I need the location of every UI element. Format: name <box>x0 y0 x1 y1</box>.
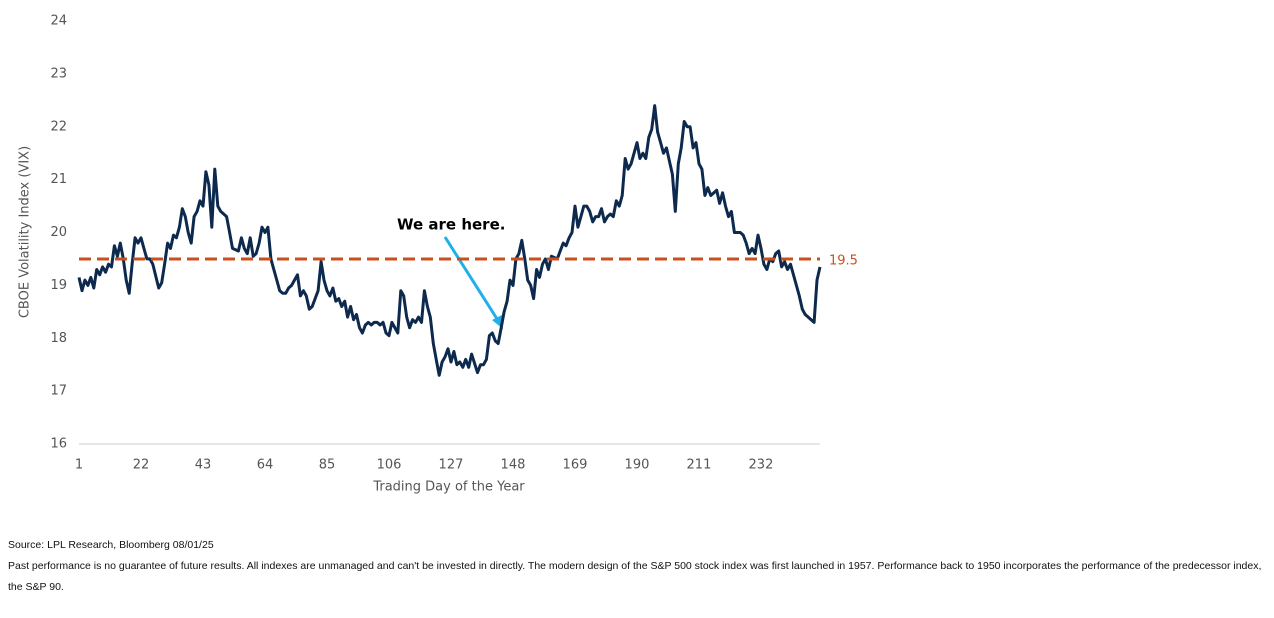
y-tick-label: 24 <box>50 14 67 29</box>
x-tick-label: 190 <box>625 458 650 473</box>
notes: Source: LPL Research, Bloomberg 08/01/25… <box>8 535 1266 598</box>
source: Source: LPL Research, Bloomberg 08/01/25 <box>8 539 214 551</box>
vix-line <box>77 104 822 377</box>
x-tick-label: 22 <box>133 458 150 473</box>
y-tick-label: 22 <box>50 119 67 134</box>
x-tick-label: 211 <box>687 458 712 473</box>
x-tick-label: 1 <box>75 458 83 473</box>
y-tick-label: 23 <box>50 66 67 81</box>
x-tick-label: 232 <box>749 458 774 473</box>
y-tick-label: 18 <box>50 331 67 346</box>
annotation-arrow <box>443 236 501 323</box>
x-axis-title: Trading Day of the Year <box>372 480 525 495</box>
x-tick-label: 43 <box>195 458 212 473</box>
x-tick-label: 169 <box>563 458 588 473</box>
annotation: We are here. <box>397 216 505 234</box>
x-tick-label: 127 <box>439 458 464 473</box>
chart: CBOE Volatility Index (VIX) Trading Day … <box>18 14 858 495</box>
disclaimer: Past performance is no guarantee of futu… <box>8 560 1262 593</box>
y-tick-label: 19 <box>50 278 67 293</box>
y-tick-label: 17 <box>50 384 67 399</box>
y-tick-label: 21 <box>50 172 67 187</box>
x-tick-label: 64 <box>257 458 274 473</box>
y-axis-title: CBOE Volatility Index (VIX) <box>18 146 33 318</box>
y-tick-label: 16 <box>50 437 67 452</box>
y-tick-label: 20 <box>50 225 67 240</box>
x-tick-label: 85 <box>319 458 336 473</box>
x-tick-label: 106 <box>377 458 402 473</box>
reference-label: 19.5 <box>829 253 858 268</box>
x-tick-label: 148 <box>501 458 526 473</box>
